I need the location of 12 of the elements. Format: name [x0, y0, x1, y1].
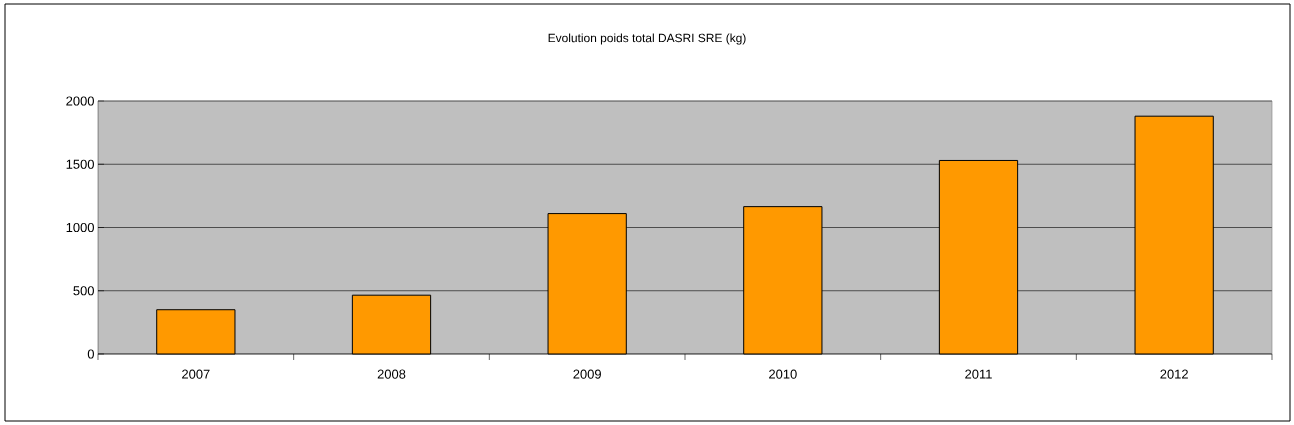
y-tick-label: 0	[87, 349, 94, 359]
chart-title: Evolution poids total DASRI SRE (kg)	[548, 33, 746, 45]
x-tick-label: 2011	[965, 369, 992, 379]
y-tick-label: 500	[73, 286, 94, 296]
y-tick-label: 1000	[66, 222, 94, 233]
y-tick-label: 1500	[66, 159, 94, 169]
x-tick-label: 2008	[377, 369, 406, 379]
x-tick-label: 2010	[769, 369, 797, 379]
x-tick-label: 2007	[182, 369, 210, 379]
y-tick-label: 2000	[66, 96, 94, 106]
x-tick-label: 2009	[573, 369, 601, 379]
x-tick-label: 2012	[1160, 369, 1188, 379]
